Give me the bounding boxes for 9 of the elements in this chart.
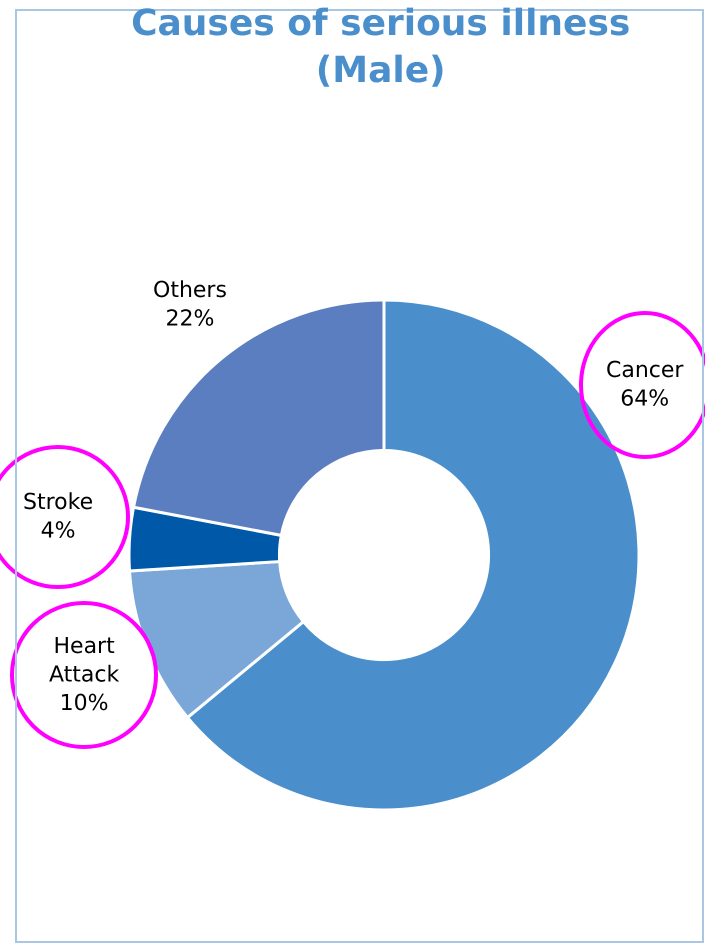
data-label: 22%	[166, 306, 214, 332]
slice-label: Stroke	[23, 490, 94, 515]
data-label: 4%	[40, 518, 76, 544]
slice-label: Others	[153, 278, 227, 303]
chart-title: Causes of serious illness (Male)	[131, 3, 630, 91]
slice-label: Heart Attack	[49, 634, 120, 688]
data-label: 10%	[60, 691, 109, 716]
slice-label: Cancer	[606, 358, 684, 383]
data-label: 64%	[620, 386, 670, 412]
